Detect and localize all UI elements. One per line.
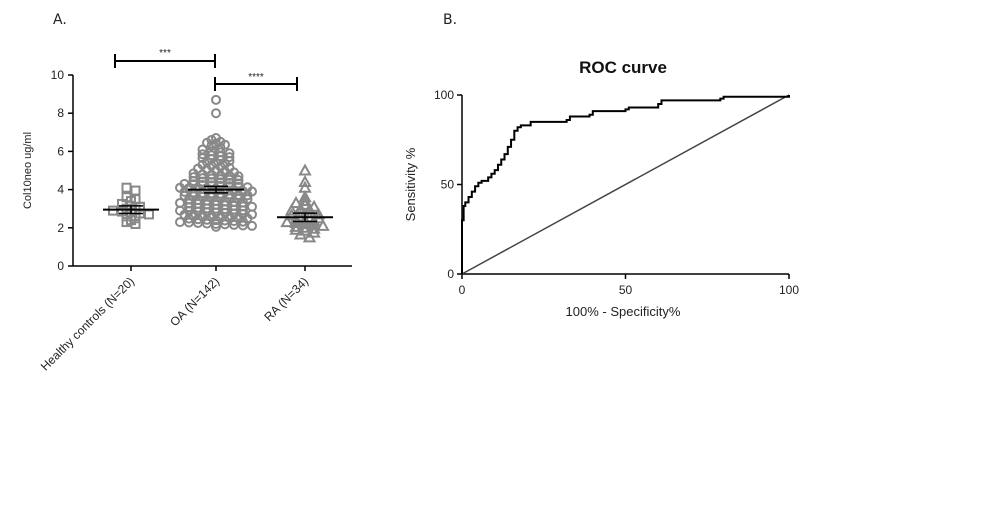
data-point-circle (233, 181, 244, 192)
data-point-circle (202, 199, 212, 210)
data-point-triangle (307, 199, 321, 212)
data-point-circle (224, 148, 235, 159)
data-point-triangle (280, 215, 294, 228)
data-point-circle (224, 193, 235, 204)
data-point-circle (211, 218, 221, 229)
data-point-circle (220, 200, 230, 211)
data-point-circle (211, 199, 221, 210)
data-point-circle (233, 193, 244, 204)
data-point-circle (202, 218, 212, 229)
reference-line (461, 94, 790, 275)
data-point-circle (211, 133, 221, 144)
y-tick-label: 6 (57, 144, 64, 158)
data-point-circle (238, 220, 248, 231)
data-point-circle (197, 144, 208, 155)
data-point-circle (184, 198, 194, 209)
y-tick-label: 100 (434, 88, 454, 102)
panel-b-label: B. (443, 12, 458, 28)
data-point-circle (211, 94, 221, 105)
data-point-circle (206, 146, 217, 157)
y-tick-label: 4 (57, 183, 64, 197)
data-point-circle (229, 219, 239, 230)
panel-a-label: A. (53, 12, 67, 28)
data-point-circle (238, 201, 248, 212)
y-tick-label: 2 (57, 221, 64, 235)
data-point-circle (211, 108, 221, 119)
significance-label: *** (159, 48, 171, 59)
data-point-circle (206, 173, 217, 184)
data-point-circle (197, 149, 208, 160)
y-axis-label: Sensitivity % (403, 147, 418, 221)
data-point-circle (215, 192, 226, 203)
data-point-circle (175, 217, 185, 228)
data-point-circle (197, 191, 208, 202)
data-point-triangle (298, 223, 312, 236)
significance-label: **** (248, 72, 264, 83)
data-point-circle (197, 173, 208, 184)
data-point-circle (247, 201, 257, 212)
y-tick-label: 0 (447, 267, 454, 281)
data-point-circle (242, 194, 253, 205)
data-point-triangle (289, 195, 303, 208)
data-point-triangle (284, 203, 299, 216)
data-point-triangle (311, 207, 326, 220)
x-tick-label: 100 (779, 283, 799, 297)
y-tick-label: 0 (57, 259, 64, 273)
data-point-circle (233, 175, 244, 186)
data-point-triangle (293, 204, 308, 217)
chart-title: ROC curve (579, 58, 667, 77)
y-axis-label: Col10neo ug/ml (22, 132, 34, 209)
y-tick-label: 8 (57, 106, 64, 120)
data-point-circle (188, 172, 199, 183)
x-tick-label: 0 (459, 283, 466, 297)
data-point-circle (224, 174, 235, 185)
data-point-triangle (298, 174, 312, 187)
data-point-circle (193, 198, 203, 209)
y-tick-label: 10 (51, 68, 65, 82)
data-point-circle (224, 152, 235, 163)
data-point-square (130, 185, 141, 196)
data-point-circle (179, 190, 190, 201)
data-point-circle (242, 182, 253, 193)
x-tick-label: 50 (619, 283, 633, 297)
x-axis-label: 100% - Specificity% (566, 304, 681, 319)
data-point-triangle (298, 180, 312, 193)
data-point-triangle (298, 190, 312, 203)
data-point-circle (193, 218, 203, 229)
data-point-circle (206, 150, 217, 161)
data-point-circle (229, 200, 239, 211)
data-point-circle (215, 147, 226, 158)
data-point-circle (175, 197, 185, 208)
data-point-triangle (289, 222, 303, 235)
data-point-circle (179, 178, 190, 189)
y-tick-label: 50 (441, 178, 455, 192)
roc-curve (461, 95, 790, 274)
data-point-circle (184, 217, 194, 228)
data-point-triangle (316, 218, 330, 231)
data-point-circle (188, 191, 199, 202)
data-point-circle (220, 219, 230, 230)
data-point-circle (247, 220, 257, 231)
data-point-circle (215, 174, 226, 185)
data-point-triangle (298, 163, 312, 176)
